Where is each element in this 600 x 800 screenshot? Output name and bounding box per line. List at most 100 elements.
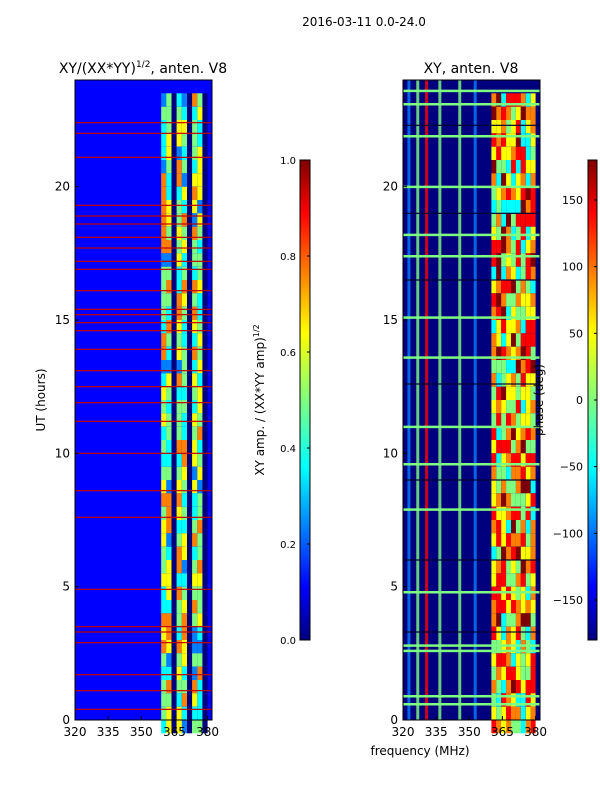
y-tick-label: 0	[390, 713, 398, 727]
heatmap-cell	[181, 133, 187, 147]
heatmap-cell	[181, 466, 187, 480]
flagged-row	[75, 260, 212, 262]
heatmap-cell	[501, 653, 507, 667]
heatmap-cell	[530, 706, 536, 720]
heatmap-cell	[506, 386, 511, 400]
heatmap-cell	[197, 160, 203, 174]
heatmap-cell	[202, 706, 208, 720]
heatmap-cell	[491, 280, 497, 294]
heatmap-cell	[525, 720, 531, 734]
heatmap-cell	[166, 280, 172, 294]
heatmap-cell	[161, 706, 167, 720]
heatmap-cell	[166, 653, 172, 667]
heatmap-cell	[181, 280, 187, 294]
heatmap-cell	[525, 120, 531, 134]
heatmap-cell	[166, 226, 172, 240]
heatmap-cell	[181, 306, 187, 320]
heatmap-cell	[202, 226, 208, 240]
colorbar-tick-label: 1.0	[280, 156, 296, 167]
heatmap-cell	[511, 440, 516, 454]
heatmap-cell	[520, 613, 526, 627]
heatmap-cell	[496, 346, 502, 360]
heatmap-cell	[491, 693, 497, 707]
heatmap-cell	[511, 426, 516, 440]
heatmap-cell	[181, 680, 187, 694]
heatmap-cell	[506, 93, 511, 107]
heatmap-cell	[501, 600, 507, 614]
heatmap-cell	[161, 560, 167, 574]
heatmap-cell	[171, 386, 177, 400]
heatmap-cell	[520, 720, 526, 734]
heatmap-cell	[496, 200, 502, 214]
heatmap-cell	[520, 400, 526, 414]
heatmap-cell	[181, 666, 187, 680]
heatmap-cell	[166, 240, 172, 254]
heatmap-cell	[171, 600, 177, 614]
heatmap-cell	[496, 306, 502, 320]
heatmap-cell	[166, 106, 172, 120]
heatmap-cell	[166, 253, 172, 267]
heatmap-cell	[515, 106, 521, 120]
heatmap-cell	[171, 413, 177, 427]
heatmap-cell	[187, 173, 193, 187]
heatmap-stripe	[425, 80, 429, 720]
heatmap-cell	[491, 240, 497, 254]
heatmap-cell	[192, 506, 198, 520]
heatmap-cell	[197, 413, 203, 427]
flagged-row	[75, 268, 212, 270]
heatmap-cell	[202, 146, 208, 160]
y-tick-label: 5	[390, 580, 398, 594]
heatmap-cell	[166, 466, 172, 480]
heatmap-cell	[506, 706, 511, 720]
heatmap-cell	[496, 293, 502, 307]
heatmap-cell	[511, 400, 516, 414]
heatmap-cell	[161, 586, 167, 600]
heatmap-cell	[161, 213, 167, 227]
heatmap-cell	[187, 653, 193, 667]
heatmap-cell	[176, 106, 182, 120]
heatmap-cell	[515, 186, 521, 200]
heatmap-cell	[171, 306, 177, 320]
heatmap-cell	[176, 453, 182, 467]
heatmap-cell	[520, 693, 526, 707]
heatmap-cell	[496, 160, 502, 174]
heatmap-cell	[525, 533, 531, 547]
heatmap-cell	[506, 720, 511, 734]
heatmap-cell	[511, 720, 516, 734]
heatmap-cell	[496, 93, 502, 107]
heatmap-cell	[501, 693, 507, 707]
heatmap-cell	[525, 226, 531, 240]
heatmap-cell	[501, 373, 507, 387]
heatmap-cell	[525, 560, 531, 574]
heatmap-cell	[525, 573, 531, 587]
heatmap-cell	[515, 320, 521, 334]
heatmap-cell	[501, 213, 507, 227]
heatmap-cell	[511, 306, 516, 320]
heatmap-cell	[506, 240, 511, 254]
heatmap-cell	[171, 440, 177, 454]
heatmap-cell	[506, 213, 511, 227]
heatmap-cell	[525, 493, 531, 507]
flagged-row	[403, 479, 540, 481]
heatmap-cell	[491, 480, 497, 494]
heatmap-cell	[202, 546, 208, 560]
heatmap-cell	[197, 280, 203, 294]
phase-panel-title: XY, anten. V8	[424, 61, 519, 77]
heatmap-cell	[202, 120, 208, 134]
heatmap-cell	[530, 573, 536, 587]
heatmap-cell	[520, 533, 526, 547]
heatmap-cell	[511, 533, 516, 547]
heatmap-cell	[501, 613, 507, 627]
heatmap-cell	[192, 440, 198, 454]
heatmap-cell	[202, 386, 208, 400]
heatmap-cell	[506, 653, 511, 667]
heatmap-cell	[181, 440, 187, 454]
flagged-row	[75, 314, 212, 316]
heatmap-cell	[181, 480, 187, 494]
heatmap-cell	[192, 200, 198, 214]
heatmap-cell	[187, 640, 193, 654]
heatmap-cell	[491, 613, 497, 627]
bright-row	[403, 508, 540, 511]
heatmap-cell	[496, 106, 502, 120]
heatmap-cell	[192, 413, 198, 427]
